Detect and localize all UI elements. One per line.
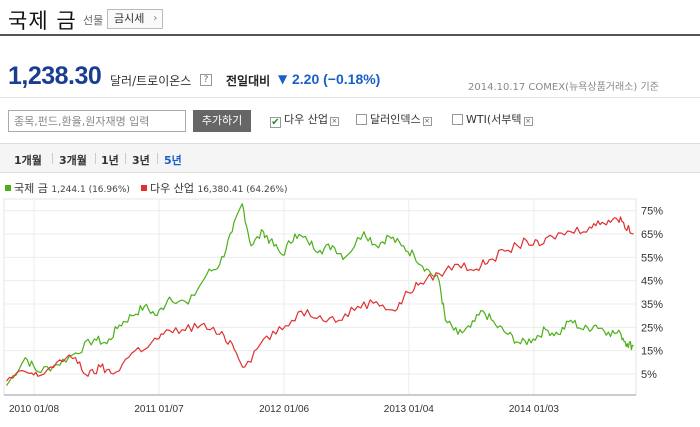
gold-price-button-label: 금시세 <box>114 12 145 25</box>
compare-item-label: 다우 산업 <box>284 113 328 126</box>
legend-value: 16,380.41 (64.26%) <box>197 185 288 195</box>
checkbox-icon[interactable] <box>356 114 367 125</box>
tab-1-year[interactable]: 1년 <box>101 154 119 167</box>
remove-icon[interactable]: × <box>422 117 432 126</box>
header: 국제 금 선물 금시세 › <box>0 0 700 36</box>
compare-search-input[interactable] <box>8 110 186 132</box>
tab-separator <box>157 153 158 164</box>
tab-3-months[interactable]: 3개월 <box>59 154 87 167</box>
tab-separator <box>52 153 53 164</box>
y-tick-label: 55% <box>641 252 663 264</box>
legend-dow: 다우 산업 16,380.41 (64.26%) <box>141 180 288 196</box>
compare-item-dollar-index[interactable]: 달러인덱스 × <box>356 113 432 127</box>
page-subtitle: 선물 <box>83 14 104 27</box>
legend-swatch <box>141 185 147 191</box>
comparison-chart[interactable]: 5% 15% 25% 35% 45% 55% 65% 75% 2010 01/08 2011 01… <box>0 195 700 427</box>
gold-price-button[interactable]: 금시세 › <box>107 9 164 29</box>
compare-item-dow[interactable]: ✔ 다우 산업 × <box>270 113 339 128</box>
x-tick-label: 2012 01/06 <box>259 404 309 415</box>
price-change: 2.20 (−0.18%) <box>292 71 381 87</box>
y-tick-label: 35% <box>641 299 663 311</box>
chevron-right-icon: › <box>153 13 158 24</box>
legend-value: 1,244.1 (16.96%) <box>51 185 130 195</box>
remove-icon[interactable]: × <box>329 117 339 126</box>
tab-separator <box>125 153 126 164</box>
add-compare-button[interactable]: 추가하기 <box>193 110 251 132</box>
y-tick-label: 15% <box>641 346 663 358</box>
tab-1-month[interactable]: 1개월 <box>14 154 42 167</box>
quote-date-source: 2014.10.17 COMEX(뉴욕상품거래소) 기준 <box>468 82 659 93</box>
change-label: 전일대비 <box>226 74 271 88</box>
x-tick-label: 2014 01/03 <box>509 404 559 415</box>
down-triangle-icon: ▼ <box>278 72 288 86</box>
tab-5-years[interactable]: 5년 <box>164 154 182 167</box>
legend-name: 다우 산업 <box>150 182 194 195</box>
y-tick-label: 65% <box>641 229 663 241</box>
help-icon[interactable]: ? <box>200 74 212 86</box>
y-tick-label: 25% <box>641 322 663 334</box>
y-tick-label: 5% <box>641 369 657 381</box>
x-tick-label: 2011 01/07 <box>134 404 184 415</box>
compare-item-wti[interactable]: WTI(서부텍 × <box>452 113 533 127</box>
compare-item-label: WTI(서부텍 <box>466 113 522 126</box>
series-line-gold <box>6 203 634 387</box>
price-unit: 달러/트로이온스 <box>110 74 192 88</box>
checkbox-icon[interactable] <box>452 114 463 125</box>
period-tabs: 1개월 3개월 1년 3년 5년 <box>0 143 700 173</box>
legend-swatch <box>5 185 11 191</box>
x-tick-label: 2013 01/04 <box>384 404 434 415</box>
divider <box>0 97 700 98</box>
legend-name: 국제 금 <box>14 182 48 195</box>
plot-area <box>3 198 637 396</box>
current-price: 1,238.30 <box>8 62 102 90</box>
page-title: 국제 금 <box>8 9 77 33</box>
x-tick-label: 2010 01/08 <box>9 404 59 415</box>
series-line-dow <box>6 216 634 382</box>
checkbox-checked-icon[interactable]: ✔ <box>270 117 281 128</box>
remove-icon[interactable]: × <box>523 117 533 126</box>
tab-separator <box>95 153 96 164</box>
y-tick-label: 75% <box>641 206 663 218</box>
compare-item-label: 달러인덱스 <box>370 113 421 126</box>
y-tick-label: 45% <box>641 276 663 288</box>
legend-gold: 국제 금 1,244.1 (16.96%) <box>5 180 130 196</box>
tab-3-years[interactable]: 3년 <box>132 154 150 167</box>
